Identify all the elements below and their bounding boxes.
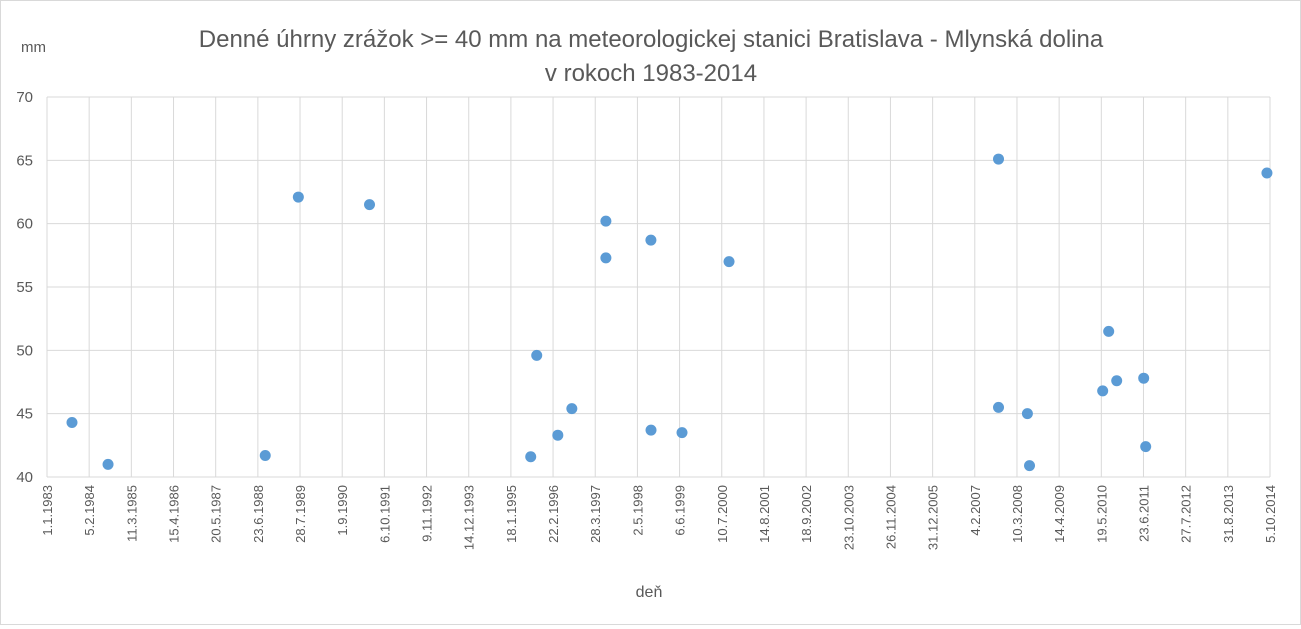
data-point: [364, 199, 376, 211]
y-tick-label: 50: [16, 342, 33, 359]
data-point: [66, 417, 78, 429]
x-tick-label: 14.8.2001: [757, 485, 772, 543]
data-point: [102, 458, 114, 470]
x-tick-label: 23.6.1988: [251, 485, 266, 543]
x-tick-label: 20.5.1987: [209, 485, 224, 543]
x-tick-label: 23.10.2003: [841, 485, 856, 550]
data-point: [600, 252, 612, 264]
x-tick-label: 26.11.2004: [883, 485, 898, 549]
data-point: [600, 215, 612, 227]
data-point: [1140, 441, 1152, 453]
y-tick-label: 60: [16, 216, 33, 233]
data-point: [1261, 167, 1273, 179]
x-tick-label: 10.3.2008: [1010, 485, 1025, 543]
data-point: [1021, 408, 1033, 420]
x-tick-label: 4.2.2007: [968, 485, 983, 536]
x-tick-label: 2.5.1998: [630, 485, 645, 536]
x-tick-label: 28.7.1989: [293, 485, 308, 543]
data-point: [993, 153, 1005, 165]
x-tick-label: 22.2.1996: [546, 485, 561, 543]
x-tick-label: 5.10.2014: [1263, 485, 1278, 543]
x-tick-label: 18.9.2002: [799, 485, 814, 543]
x-tick-label: 10.7.2000: [715, 485, 730, 543]
x-tick-label: 15.4.1986: [167, 485, 182, 543]
x-tick-label: 27.7.2012: [1179, 485, 1194, 543]
x-tick-label: 14.4.2009: [1052, 485, 1067, 543]
data-point: [531, 349, 543, 361]
data-point: [259, 449, 271, 461]
x-tick-label: 31.8.2013: [1221, 485, 1236, 543]
chart-title-line1: Denné úhrny zrážok >= 40 mm na meteorolo…: [199, 26, 1104, 53]
x-tick-label: 1.9.1990: [335, 485, 350, 536]
x-tick-label: 23.6.2011: [1136, 485, 1151, 542]
x-tick-label: 6.6.1999: [673, 485, 688, 536]
data-point: [1111, 375, 1123, 387]
data-point: [1097, 385, 1109, 397]
x-tick-label: 19.5.2010: [1094, 485, 1109, 543]
x-tick-label: 28.3.1997: [588, 485, 603, 543]
data-point: [1024, 460, 1036, 472]
data-point: [645, 234, 657, 246]
x-tick-label: 14.12.1993: [462, 485, 477, 550]
data-point: [552, 429, 564, 441]
data-point: [525, 451, 537, 463]
data-point: [1138, 372, 1150, 384]
y-tick-label: 40: [16, 469, 33, 486]
data-point: [993, 401, 1005, 413]
x-tick-label: 1.1.1983: [40, 485, 55, 536]
data-point: [723, 256, 735, 268]
x-tick-label: 31.12.2005: [926, 485, 941, 550]
y-tick-label: 55: [16, 279, 33, 296]
y-tick-label: 45: [16, 406, 33, 423]
chart-title-line2: v rokoch 1983-2014: [545, 60, 757, 87]
data-point: [566, 403, 578, 415]
data-point: [676, 427, 688, 439]
data-point: [1103, 325, 1115, 337]
x-tick-label: 18.1.1995: [504, 485, 519, 543]
data-point: [645, 424, 657, 436]
y-axis-label: mm: [21, 39, 46, 56]
x-axis-label: deň: [636, 584, 663, 601]
y-tick-label: 70: [16, 89, 33, 106]
data-point: [292, 191, 304, 203]
y-tick-label: 65: [16, 152, 33, 169]
x-tick-label: 5.2.1984: [82, 485, 97, 536]
x-tick-label: 11.3.1985: [124, 485, 139, 542]
x-tick-label: 6.10.1991: [377, 485, 392, 543]
x-tick-label: 9.11.1992: [420, 485, 435, 542]
